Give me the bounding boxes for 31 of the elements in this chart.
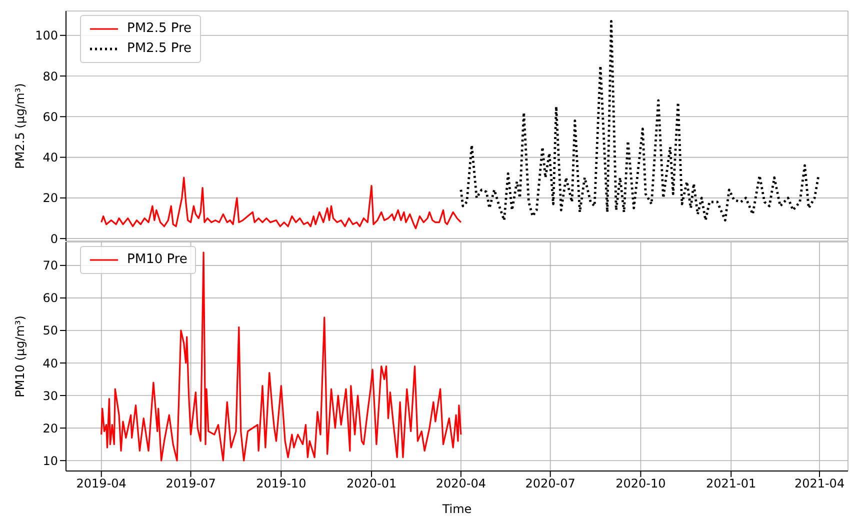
y-tick-label: 100 — [35, 28, 58, 43]
x-axis-title: Time — [441, 502, 472, 516]
line-series — [100, 252, 462, 462]
y-tick-label: 80 — [42, 69, 58, 84]
y-tick-label: 0 — [50, 232, 58, 246]
legend-label: PM10 Pre — [127, 251, 188, 269]
y-tick-label: 50 — [42, 324, 58, 338]
y-tick-label: 70 — [42, 258, 58, 273]
x-tick-label: 2019-04 — [76, 476, 126, 491]
x-tick-label: 2019-10 — [256, 476, 306, 491]
y-tick-label: 20 — [42, 191, 58, 206]
x-tick-label: 2021-01 — [706, 476, 756, 491]
y-tick-label: 60 — [42, 291, 58, 306]
legend-label: PM2.5 Pre — [127, 20, 192, 38]
x-tick-label: 2020-07 — [525, 476, 576, 491]
y-tick-label: 20 — [42, 421, 58, 436]
y-axis-title: PM2.5 (μg/m³) — [13, 83, 27, 169]
legend-label: PM2.5 Pre — [127, 40, 192, 58]
x-tick-label: 2020-10 — [616, 476, 666, 491]
y-tick-label: 30 — [42, 388, 58, 403]
x-tick-label: 2020-01 — [346, 476, 397, 491]
y-tick-label: 40 — [42, 150, 58, 165]
x-tick-label: 2021-04 — [794, 476, 845, 491]
y-axis-title: PM10 (μg/m³) — [13, 316, 27, 398]
line-series — [460, 20, 820, 222]
y-tick-label: 40 — [42, 356, 58, 370]
y-tick-label: 10 — [42, 454, 58, 468]
x-tick-label: 2019-07 — [166, 476, 216, 491]
y-tick-label: 60 — [42, 110, 58, 124]
line-series — [100, 176, 462, 230]
x-tick-label: 2020-04 — [436, 476, 486, 491]
